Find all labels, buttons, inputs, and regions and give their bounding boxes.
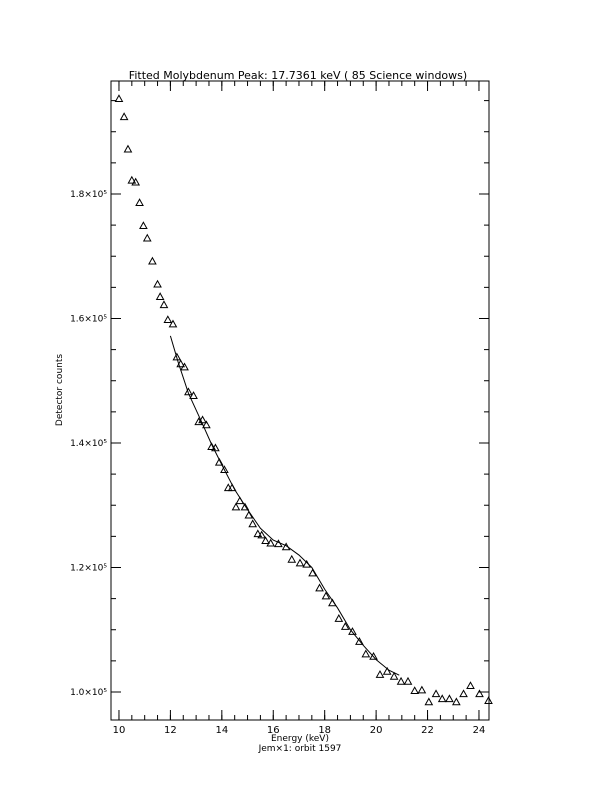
data-point (168, 319, 178, 328)
y-tick-label: 1.8×10⁵ (70, 190, 107, 200)
data-point (139, 221, 148, 230)
data-point (375, 670, 385, 678)
data-point (123, 144, 133, 153)
data-point (163, 315, 173, 324)
data-point (321, 591, 331, 600)
data-point (445, 694, 454, 703)
data-point (189, 391, 198, 399)
x-tick-label: 22 (421, 725, 434, 736)
data-point (361, 649, 371, 658)
x-tick-label: 12 (164, 725, 177, 736)
data-point (248, 519, 258, 528)
data-point (159, 300, 169, 309)
data-point (459, 689, 468, 698)
x-tick-label: 16 (267, 725, 280, 736)
x-tick-label: 24 (473, 725, 486, 736)
data-point (148, 256, 157, 265)
data-point (131, 177, 141, 186)
data-point (315, 583, 324, 592)
x-tick-label: 20 (370, 725, 383, 736)
data-point (266, 538, 276, 547)
data-point (484, 696, 493, 705)
data-point (207, 442, 216, 451)
data-point (437, 694, 447, 703)
x-tick-label: 18 (318, 725, 331, 736)
data-point (466, 681, 475, 690)
data-point (389, 671, 399, 680)
plot-frame (110, 80, 490, 721)
data-point (119, 112, 129, 121)
data-point (451, 697, 461, 706)
data-point (431, 689, 441, 698)
chart-title: Fitted Molybdenum Peak: 17.7361 keV ( 85… (129, 69, 467, 82)
y-tick-label: 1.2×10⁵ (70, 563, 107, 573)
fit-line (169, 335, 400, 676)
data-point (334, 614, 344, 622)
data-point (214, 457, 224, 466)
data-point (180, 362, 189, 371)
y-tick-label: 1.6×10⁵ (70, 314, 107, 324)
y-tick-label: 1.4×10⁵ (70, 439, 107, 449)
data-point (194, 417, 204, 426)
data-point (424, 697, 434, 706)
data-point (220, 465, 229, 474)
data-point (348, 627, 357, 635)
data-point (287, 554, 297, 563)
x-tick-label: 10 (113, 725, 126, 736)
x-axis-label: Energy (keV) (271, 734, 329, 744)
data-point (355, 637, 364, 645)
data-point (403, 676, 413, 685)
data-point (396, 676, 406, 685)
data-point (142, 233, 152, 242)
data-point (114, 94, 124, 103)
data-point (382, 666, 392, 675)
data-point (184, 387, 193, 396)
subtitle: Jem×1: orbit 1597 (258, 744, 342, 754)
data-point (253, 529, 263, 538)
y-tick-label: 1.0×10⁵ (70, 688, 107, 698)
data-point (135, 198, 144, 206)
data-point (257, 530, 267, 539)
data-point (231, 502, 241, 511)
data-point (369, 651, 378, 660)
data-point (475, 689, 484, 698)
data-point (261, 536, 270, 545)
data-point (172, 352, 182, 361)
data-point (295, 558, 305, 567)
data-point (410, 686, 420, 695)
data-point (127, 175, 137, 184)
data-point (155, 292, 165, 300)
data-point (340, 622, 350, 630)
data-point (240, 502, 250, 511)
data-point (202, 420, 211, 429)
data-point (153, 279, 162, 288)
data-point (417, 685, 427, 694)
x-tick-label: 14 (215, 725, 228, 736)
y-axis-label: Detector counts (55, 354, 65, 426)
